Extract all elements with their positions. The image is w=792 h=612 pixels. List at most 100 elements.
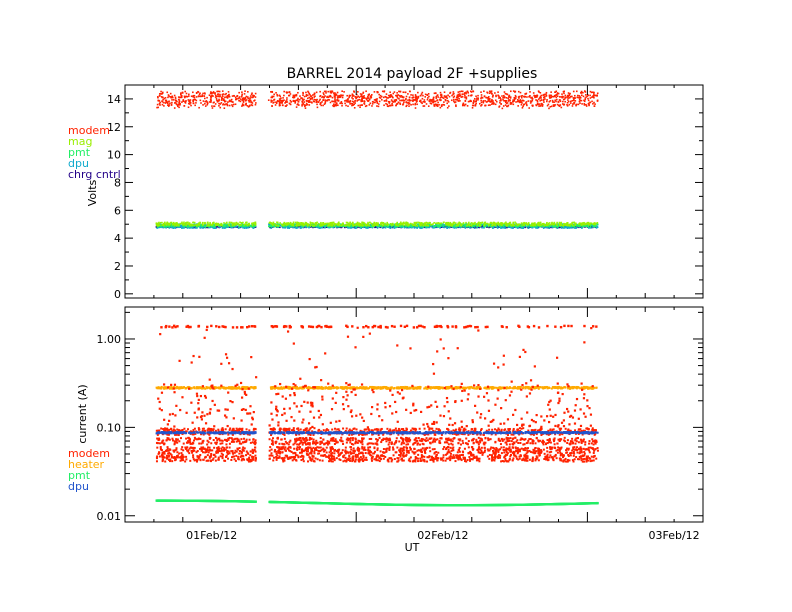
voltage-point <box>529 94 531 97</box>
voltage-point <box>480 101 483 104</box>
voltage-point <box>388 101 391 103</box>
voltage-point <box>345 225 347 228</box>
voltage-point <box>295 224 297 227</box>
voltage-point <box>283 225 286 228</box>
voltage-point <box>316 103 318 106</box>
voltage-point <box>409 222 412 225</box>
voltage-point <box>424 93 427 96</box>
voltage-point <box>251 222 253 225</box>
voltage-point <box>328 224 330 227</box>
voltage-point <box>430 223 432 226</box>
voltage-point <box>463 104 466 107</box>
voltage-point <box>272 224 274 226</box>
voltage-point <box>178 106 180 109</box>
voltage-point <box>299 95 301 97</box>
voltage-point <box>209 223 212 225</box>
voltage-point <box>498 97 500 99</box>
voltage-point <box>294 94 296 96</box>
voltage-point <box>302 224 305 227</box>
voltage-point <box>234 103 237 106</box>
voltage-point <box>332 92 335 94</box>
voltage-point <box>348 225 350 228</box>
voltage-point <box>505 93 508 95</box>
voltage-point <box>399 102 401 105</box>
voltage-point <box>534 96 537 99</box>
voltage-point <box>567 92 570 94</box>
voltage-point <box>239 221 241 224</box>
voltage-point <box>465 91 467 94</box>
voltage-point <box>416 100 418 102</box>
voltage-point <box>167 96 169 99</box>
voltage-point <box>552 95 555 98</box>
voltage-point <box>201 223 204 225</box>
voltage-point <box>443 91 446 94</box>
voltage-point <box>183 222 186 225</box>
voltage-point <box>445 223 448 226</box>
voltage-point <box>371 225 373 228</box>
voltage-point <box>344 224 347 227</box>
voltage-point <box>320 104 323 107</box>
voltage-point <box>275 224 278 227</box>
voltage-point <box>447 101 450 103</box>
voltage-point <box>551 224 554 227</box>
voltage-point <box>386 223 388 226</box>
voltage-point <box>216 223 218 226</box>
voltage-point <box>327 90 329 93</box>
voltage-point <box>455 96 458 99</box>
voltage-point <box>370 94 373 96</box>
voltage-point <box>417 95 420 98</box>
voltage-point <box>409 226 411 228</box>
voltage-point <box>528 223 530 226</box>
voltage-point <box>331 225 334 228</box>
voltage-point <box>488 98 490 100</box>
voltage-point <box>206 101 209 104</box>
voltage-point <box>189 103 191 105</box>
voltage-point <box>251 225 254 228</box>
voltage-point <box>571 99 574 102</box>
voltage-point <box>589 101 592 104</box>
voltage-point <box>457 93 460 96</box>
voltage-point <box>456 98 459 101</box>
voltage-point <box>390 104 392 107</box>
voltage-point <box>289 99 292 102</box>
voltage-point <box>456 95 458 98</box>
voltage-point <box>324 102 327 104</box>
voltage-point <box>172 227 175 229</box>
voltage-point <box>363 100 366 103</box>
voltage-point <box>285 91 288 93</box>
voltage-point <box>376 102 379 104</box>
voltage-point <box>446 225 448 227</box>
voltage-point <box>540 102 543 105</box>
voltage-point <box>415 95 418 98</box>
voltage-point <box>249 95 252 97</box>
voltage-point <box>398 223 401 226</box>
voltage-point <box>508 221 511 224</box>
voltage-point <box>369 102 372 105</box>
voltage-point <box>405 225 408 227</box>
voltage-point <box>165 224 168 226</box>
voltage-point <box>527 222 530 224</box>
voltage-point <box>312 94 314 96</box>
voltage-point <box>431 100 433 103</box>
voltage-point <box>301 225 304 227</box>
voltage-point <box>417 226 420 228</box>
voltage-point <box>347 226 349 228</box>
voltage-point <box>336 226 338 228</box>
voltage-point <box>410 103 412 106</box>
voltage-point <box>490 224 493 227</box>
voltage-point <box>441 223 444 225</box>
voltage-point <box>547 103 550 106</box>
voltage-point <box>555 98 558 101</box>
voltage-point <box>345 223 348 226</box>
voltage-point <box>590 222 593 225</box>
voltage-point <box>586 222 589 225</box>
voltage-point <box>334 93 337 95</box>
voltage-point <box>469 223 472 226</box>
voltage-point <box>474 224 476 227</box>
voltage-point <box>254 221 256 224</box>
voltage-point <box>226 103 228 105</box>
voltage-point <box>364 225 367 228</box>
voltage-point <box>224 226 227 229</box>
voltage-point <box>302 99 304 102</box>
voltage-point <box>353 225 356 228</box>
